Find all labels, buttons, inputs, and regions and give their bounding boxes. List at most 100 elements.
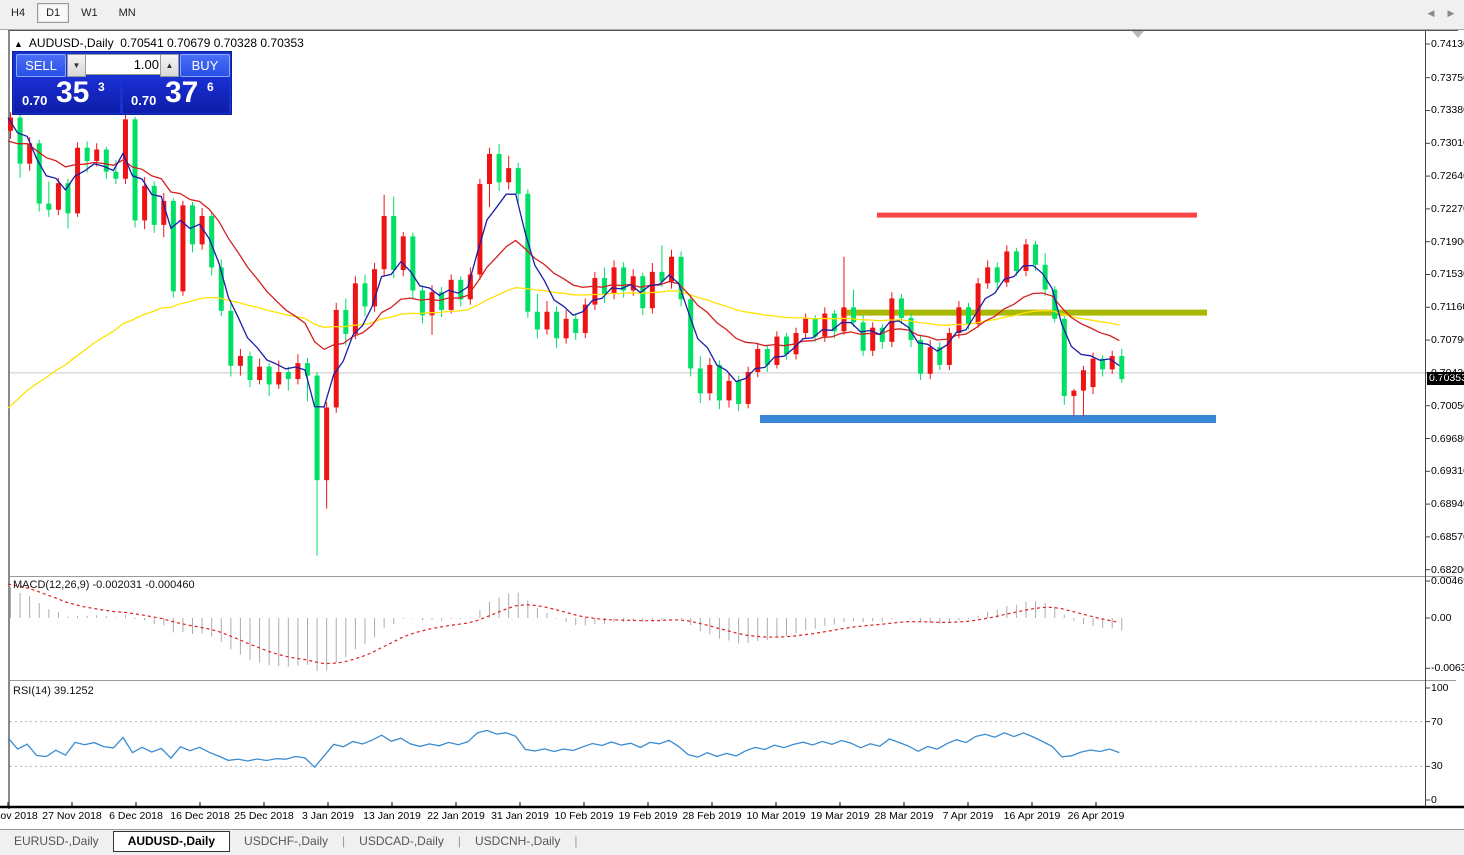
buy-price-sup: 6	[207, 80, 214, 94]
timeframe-toolbar: H4 D1 W1 MN	[0, 0, 1464, 30]
tab-scroll-left-icon[interactable]: ◀	[1427, 8, 1435, 18]
candle-body	[372, 269, 378, 307]
candle-body	[487, 153, 492, 185]
tab-scroll-right-icon[interactable]: ▶	[1447, 8, 1455, 18]
rsi-axis-label: 30	[1431, 760, 1443, 773]
symbol-tab-usdcad[interactable]: USDCAD-,Daily	[359, 834, 444, 848]
volume-decrease-button[interactable]: ▼	[67, 54, 86, 77]
candle-body	[611, 267, 617, 294]
symbol-tab-usdcnh[interactable]: USDCNH-,Daily	[474, 834, 561, 848]
buy-price-small: 0.70	[131, 93, 157, 108]
timeframe-tab-d1[interactable]: D1	[37, 3, 70, 23]
buy-price-tile[interactable]: 0.70 37 6	[123, 76, 229, 113]
ma-slow-line	[7, 286, 1120, 409]
candle-body	[640, 276, 646, 309]
candle-body	[1109, 356, 1115, 370]
candle-body	[477, 184, 483, 275]
candle-body	[803, 318, 809, 334]
candle-body	[918, 340, 924, 374]
candle-body	[937, 347, 943, 365]
candle-body	[908, 317, 914, 341]
rsi-line	[7, 729, 1120, 769]
date-axis-label: 28 Mar 2019	[874, 810, 934, 822]
sell-button[interactable]: SELL	[16, 54, 66, 77]
candle-body	[458, 279, 464, 300]
buy-button[interactable]: BUY	[180, 54, 230, 77]
candle-body	[592, 278, 598, 305]
candle-body	[659, 271, 665, 282]
candle-body	[199, 215, 205, 245]
symbol-tab-usdchf[interactable]: USDCHF-,Daily	[244, 834, 329, 848]
date-axis-label: 10 Feb 2019	[554, 810, 614, 822]
date-axis-label: 28 Feb 2019	[682, 810, 742, 822]
timeframe-tab-w1[interactable]: W1	[81, 7, 98, 19]
candle-body	[439, 292, 445, 310]
candle-body	[1061, 318, 1067, 396]
candle-body	[554, 311, 560, 339]
date-axis-label: 16 Apr 2019	[1003, 810, 1061, 822]
candle-body	[1004, 251, 1010, 283]
candle-body	[898, 298, 904, 318]
resistance-red[interactable]	[877, 212, 1197, 218]
rsi-axis-label: 100	[1431, 682, 1449, 694]
candle-body	[295, 363, 301, 380]
symbol-tab-bar: EURUSD-,Daily AUDUSD-,Daily USDCHF-,Daily |…	[0, 829, 1464, 855]
candle-body	[534, 311, 540, 330]
candle-body	[103, 149, 109, 172]
candle-body	[956, 307, 962, 334]
volume-input[interactable]: 1.00	[85, 54, 164, 75]
candle-body	[55, 183, 61, 210]
timeframe-tab-h4[interactable]: H4	[11, 7, 26, 19]
candle-body	[1090, 358, 1096, 388]
candle-body	[448, 279, 454, 310]
timeframe-tab-mn[interactable]: MN	[118, 7, 136, 19]
symbol-tab-eurusd[interactable]: EURUSD-,Daily	[14, 834, 99, 848]
date-axis-label: 22 Jan 2019	[427, 810, 485, 822]
candle-body	[343, 309, 349, 334]
sell-price-tile[interactable]: 0.70 35 3	[14, 76, 120, 113]
volume-increase-button[interactable]: ▲	[160, 54, 179, 77]
date-axis-label: 31 Jan 2019	[491, 810, 549, 822]
candle-body	[36, 143, 42, 204]
symbol-tab-audusd[interactable]: AUDUSD-,Daily	[112, 831, 231, 852]
macd-axis-label: -0.00639	[1431, 662, 1464, 675]
sell-price-big: 35	[56, 76, 90, 109]
candle-body	[352, 283, 358, 334]
date-axis-label: 13 Jan 2019	[363, 810, 421, 822]
candle-body	[573, 318, 579, 334]
candle-body	[1080, 370, 1086, 391]
date-axis-label: 3 Jan 2019	[302, 810, 354, 822]
sell-price-sup: 3	[98, 80, 105, 94]
candle-body	[333, 309, 339, 408]
candle-body	[362, 283, 368, 307]
chart-title-ohlc: 0.70541 0.70679 0.70328 0.70353	[120, 36, 304, 50]
support-blue[interactable]	[760, 415, 1216, 423]
tab-separator: |	[574, 834, 578, 848]
candle-body	[400, 236, 406, 271]
ma-fast-line	[7, 117, 1120, 408]
candle-body	[726, 380, 732, 401]
candle-body	[257, 366, 263, 380]
candle-body	[94, 149, 100, 162]
candle-body	[429, 292, 435, 316]
candle-body	[1071, 390, 1077, 396]
candle-body	[142, 185, 148, 221]
candle-body	[822, 313, 828, 337]
chart-scroll-position-icon[interactable]	[1132, 31, 1144, 38]
candle-body	[247, 356, 253, 380]
candle-body	[381, 215, 387, 270]
chart-window-frame	[8, 30, 1458, 809]
candle-body	[132, 119, 138, 221]
candle-body	[841, 307, 847, 332]
candle-body	[1119, 356, 1125, 380]
buy-price-big: 37	[165, 76, 199, 109]
